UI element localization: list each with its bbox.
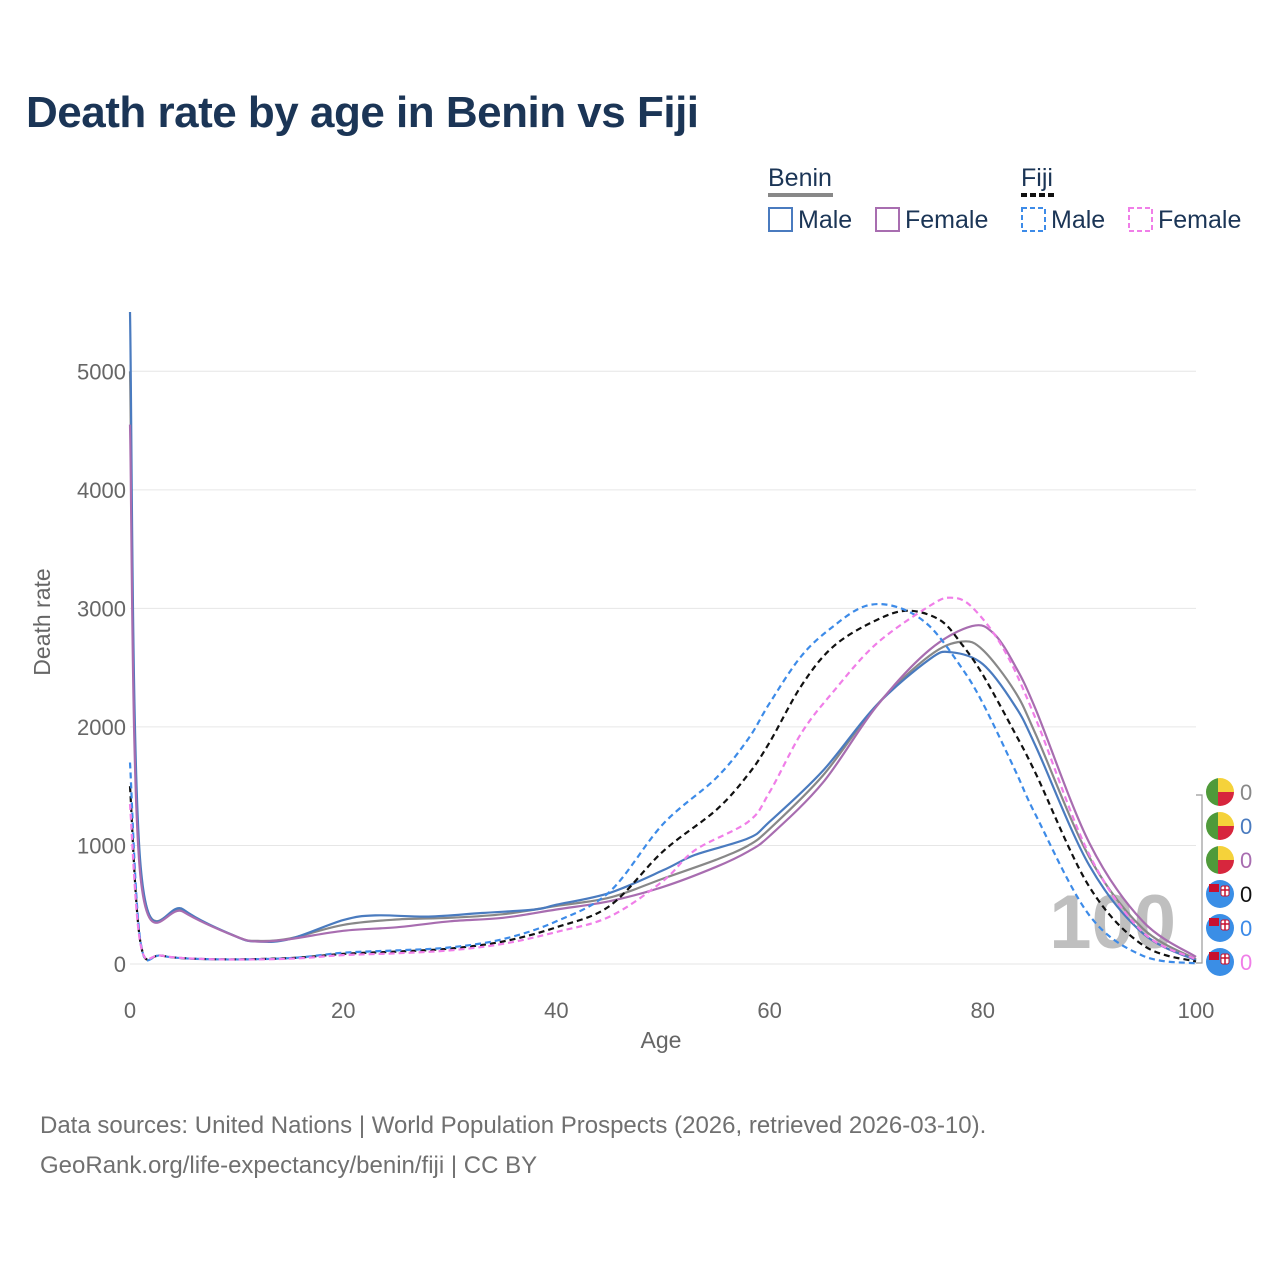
y-tick-label: 1000	[77, 833, 126, 858]
y-axis-title: Death rate	[29, 568, 55, 675]
chart-legend[interactable]: Benin Male Female Fiji Male Female	[768, 164, 1241, 234]
x-tick-label: 80	[971, 998, 995, 1023]
y-tick-label: 5000	[77, 359, 126, 384]
x-tick-label: 0	[124, 998, 136, 1023]
legend-swatch[interactable]	[1128, 207, 1153, 232]
end-value-label: 0	[1240, 780, 1252, 805]
gridlines	[130, 370, 1196, 965]
x-tick-label: 40	[544, 998, 568, 1023]
legend-swatch[interactable]	[875, 207, 900, 232]
x-tick-label: 20	[331, 998, 355, 1023]
attribution-link[interactable]: GeoRank.org/life-expectancy/benin/fiji |…	[40, 1152, 538, 1179]
y-axis-ticks: 0 1000 2000 3000 4000 5000	[77, 359, 126, 977]
benin-flag-icon	[1206, 812, 1234, 840]
end-value-label: 0	[1240, 950, 1252, 975]
legend-group-title: Fiji	[1021, 164, 1053, 192]
legend-swatch[interactable]	[1021, 207, 1046, 232]
y-tick-label: 4000	[77, 478, 126, 503]
end-value-label: 0	[1240, 882, 1252, 907]
x-axis-title: Age	[641, 1027, 682, 1053]
legend-item-label[interactable]: Female	[905, 206, 988, 234]
y-tick-label: 0	[114, 952, 126, 977]
legend-item-label[interactable]: Male	[798, 206, 852, 234]
chart-title: Death rate by age in Benin vs Fiji	[26, 88, 699, 137]
data-source-text: Data sources: United Nations | World Pop…	[40, 1112, 987, 1139]
series-lines	[128, 311, 1197, 965]
x-tick-label: 100	[1178, 998, 1215, 1023]
footer: Data sources: United Nations | World Pop…	[40, 1106, 986, 1186]
legend-item-label[interactable]: Male	[1051, 206, 1105, 234]
y-tick-label: 3000	[77, 596, 126, 621]
series-line-fiji-male[interactable]	[128, 602, 1197, 965]
legend-item-label[interactable]: Female	[1158, 206, 1241, 234]
end-value-label: 0	[1240, 916, 1252, 941]
legend-group-title: Benin	[768, 164, 832, 192]
x-axis-ticks: 0 20 40 60 80 100	[124, 998, 1214, 1023]
end-value-label: 0	[1240, 814, 1252, 839]
series-line-benin-female[interactable]	[128, 424, 1197, 958]
end-label-bracket	[1196, 794, 1203, 964]
legend-swatch[interactable]	[768, 207, 793, 232]
end-labels: 0 0 0 0 0 0	[1196, 778, 1252, 976]
end-value-label: 0	[1240, 848, 1252, 873]
series-line-fiji-both[interactable]	[128, 609, 1197, 963]
series-line-fiji-female[interactable]	[128, 596, 1197, 961]
benin-flag-icon	[1206, 778, 1234, 806]
y-tick-label: 2000	[77, 715, 126, 740]
fiji-flag-icon	[1206, 914, 1234, 942]
x-tick-label: 60	[757, 998, 781, 1023]
benin-flag-icon	[1206, 846, 1234, 874]
fiji-flag-icon	[1206, 948, 1234, 976]
series-line-benin-male[interactable]	[128, 311, 1197, 962]
fiji-flag-icon	[1206, 880, 1234, 908]
